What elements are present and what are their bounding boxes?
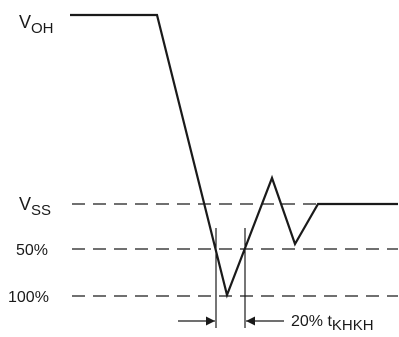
- vss-label: VSS: [19, 194, 51, 219]
- voh-label: VOH: [19, 12, 54, 37]
- level-50-label: 50%: [16, 242, 48, 259]
- level-100-label: 100%: [8, 289, 49, 306]
- timing-label: 20% tKHKH: [291, 313, 374, 334]
- signal-waveform: [70, 13, 398, 299]
